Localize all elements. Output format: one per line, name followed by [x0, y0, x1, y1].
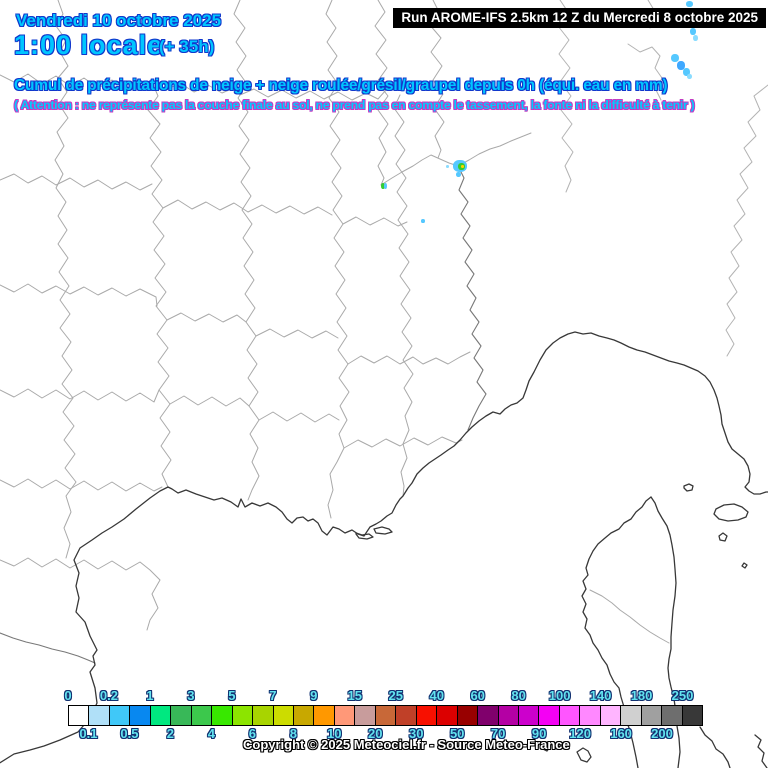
department-borders: [0, 0, 768, 644]
legend-tick-label: 6: [248, 726, 256, 741]
legend-color-box: [641, 705, 663, 726]
legend-tick-label: 60: [470, 688, 485, 703]
legend-color-box: [68, 705, 90, 726]
legend-tick-label: 100: [548, 688, 571, 703]
legend-tick-label: 3: [187, 688, 195, 703]
legend-color-box: [621, 705, 642, 726]
legend-tick-label: 30: [408, 726, 424, 741]
legend-color-box: [355, 705, 376, 726]
legend-tick-label: 70: [490, 726, 506, 741]
legend-tick-label: 15: [347, 688, 362, 703]
legend-color-box: [212, 705, 233, 726]
legend-tick-label: 8: [289, 726, 297, 741]
legend-color-box: [191, 705, 213, 726]
coastline: [0, 331, 768, 768]
legend-color-box: [478, 705, 499, 726]
legend-color-box: [293, 705, 315, 726]
legend-color-box: [89, 705, 110, 726]
legend-tick-label: 200: [651, 726, 673, 741]
legend-color-box: [498, 705, 519, 726]
legend-color-box: [396, 705, 417, 726]
legend-tick-label: 0: [64, 688, 72, 703]
legend-color-box: [375, 705, 397, 726]
legend-color-box: [662, 705, 683, 726]
legend-color-box: [539, 705, 560, 726]
legend-tick-label: 90: [531, 726, 547, 741]
legend-color-box: [518, 705, 540, 726]
legend-color-box: [130, 705, 151, 726]
legend-tick-label: 5: [228, 688, 236, 703]
legend-color-box: [600, 705, 622, 726]
legend-color-box: [437, 705, 458, 726]
legend-color-box: [682, 705, 704, 726]
legend-color-box: [580, 705, 601, 726]
legend-tick-label: 10: [327, 726, 342, 741]
national-borders: [0, 165, 487, 664]
legend-color-box: [232, 705, 254, 726]
legend-tick-label: 25: [388, 688, 403, 703]
legend-color-box: [559, 705, 581, 726]
legend-tick-label: 50: [449, 726, 465, 741]
legend-color-box: [416, 705, 438, 726]
legend-tick-label: 40: [429, 688, 444, 703]
legend-tick-label: 9: [310, 688, 318, 703]
legend-bar: [68, 705, 704, 726]
legend-tick-label: 80: [511, 688, 526, 703]
legend-color-box: [273, 705, 294, 726]
legend-tick-label: 140: [589, 688, 612, 703]
legend-color-box: [109, 705, 131, 726]
legend-tick-label: 1: [146, 688, 154, 703]
legend-tick-label: 4: [207, 726, 215, 741]
legend-color-box: [334, 705, 356, 726]
legend-tick-label: 250: [671, 688, 694, 703]
legend-color-box: [253, 705, 274, 726]
legend-tick-label: 0.1: [79, 726, 98, 741]
legend-color-box: [314, 705, 335, 726]
legend-tick-label: 7: [269, 688, 277, 703]
legend-tick-label: 160: [610, 726, 632, 741]
legend-tick-label: 180: [630, 688, 653, 703]
legend-tick-label: 0.5: [120, 726, 139, 741]
legend-color-box: [457, 705, 479, 726]
legend-tick-label: 0.2: [99, 688, 118, 703]
legend-color-box: [150, 705, 172, 726]
legend-color-box: [171, 705, 192, 726]
legend-tick-label: 120: [569, 726, 591, 741]
legend-tick-label: 2: [166, 726, 175, 741]
legend-tick-label: 20: [368, 726, 383, 741]
